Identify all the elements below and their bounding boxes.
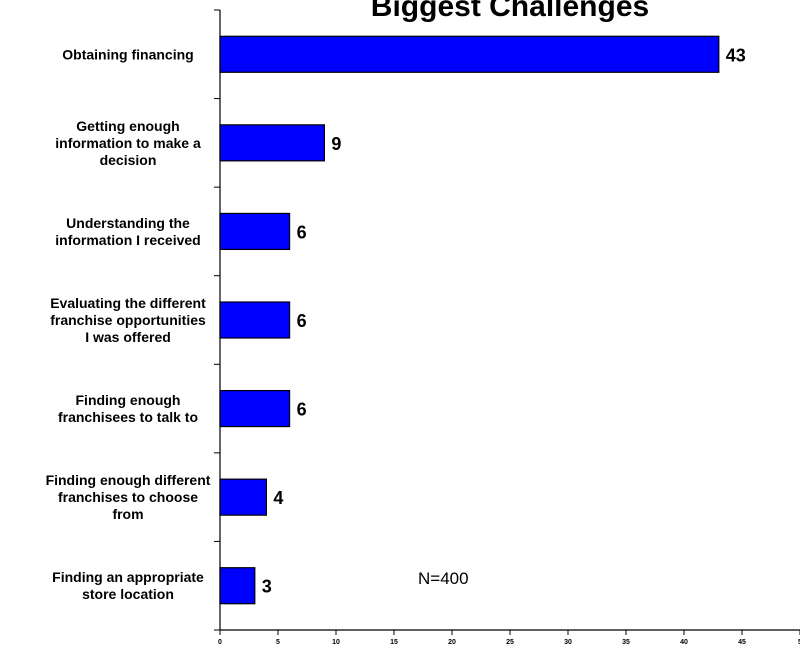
sample-size-note: N=400 [418,569,469,588]
bar-6 [219,478,268,516]
x-tick-label-2: 10 [332,639,340,646]
category-label-3: Understanding the information I received [55,215,200,248]
x-tick-label-5: 25 [506,639,514,646]
category-label-7: Finding an appropriate store location [52,569,204,602]
bar-1 [219,35,720,73]
category-label-6: Finding enough different franchises to ch… [46,472,211,522]
x-tick-label-1: 5 [276,639,280,646]
x-tick-label-0: 0 [218,639,222,646]
value-label-7: 3 [262,577,272,597]
x-tick-label-4: 20 [448,639,456,646]
bar-2 [219,124,326,162]
value-label-3: 6 [297,222,307,242]
value-label-6: 4 [273,488,283,508]
value-label-2: 9 [331,134,341,154]
x-tick-label-8: 40 [680,639,688,646]
bar-5 [219,389,291,428]
value-label-1: 43 [726,45,746,65]
bar-7 [219,567,256,605]
x-tick-label-9: 45 [738,639,746,646]
x-tick-label-7: 35 [622,639,630,646]
x-tick-label-6: 30 [564,639,572,646]
category-label-5: Finding enough franchisees to talk to [58,392,198,425]
chart-title: Biggest Challenges [371,0,649,23]
x-tick-label-10: 5 [798,639,800,646]
axes-group: 0 5 10 15 20 25 30 35 40 45 5 [214,9,800,646]
category-label-2: Getting enough information to make a decis… [55,118,201,168]
bar-4 [219,301,291,339]
category-label-4: Evaluating the different franchise opport… [50,295,206,345]
x-tick-label-3: 15 [390,639,398,646]
value-label-4: 6 [297,311,307,331]
category-label-1: Obtaining financing [62,46,193,62]
bar-3 [219,212,291,251]
value-label-5: 6 [297,400,307,420]
